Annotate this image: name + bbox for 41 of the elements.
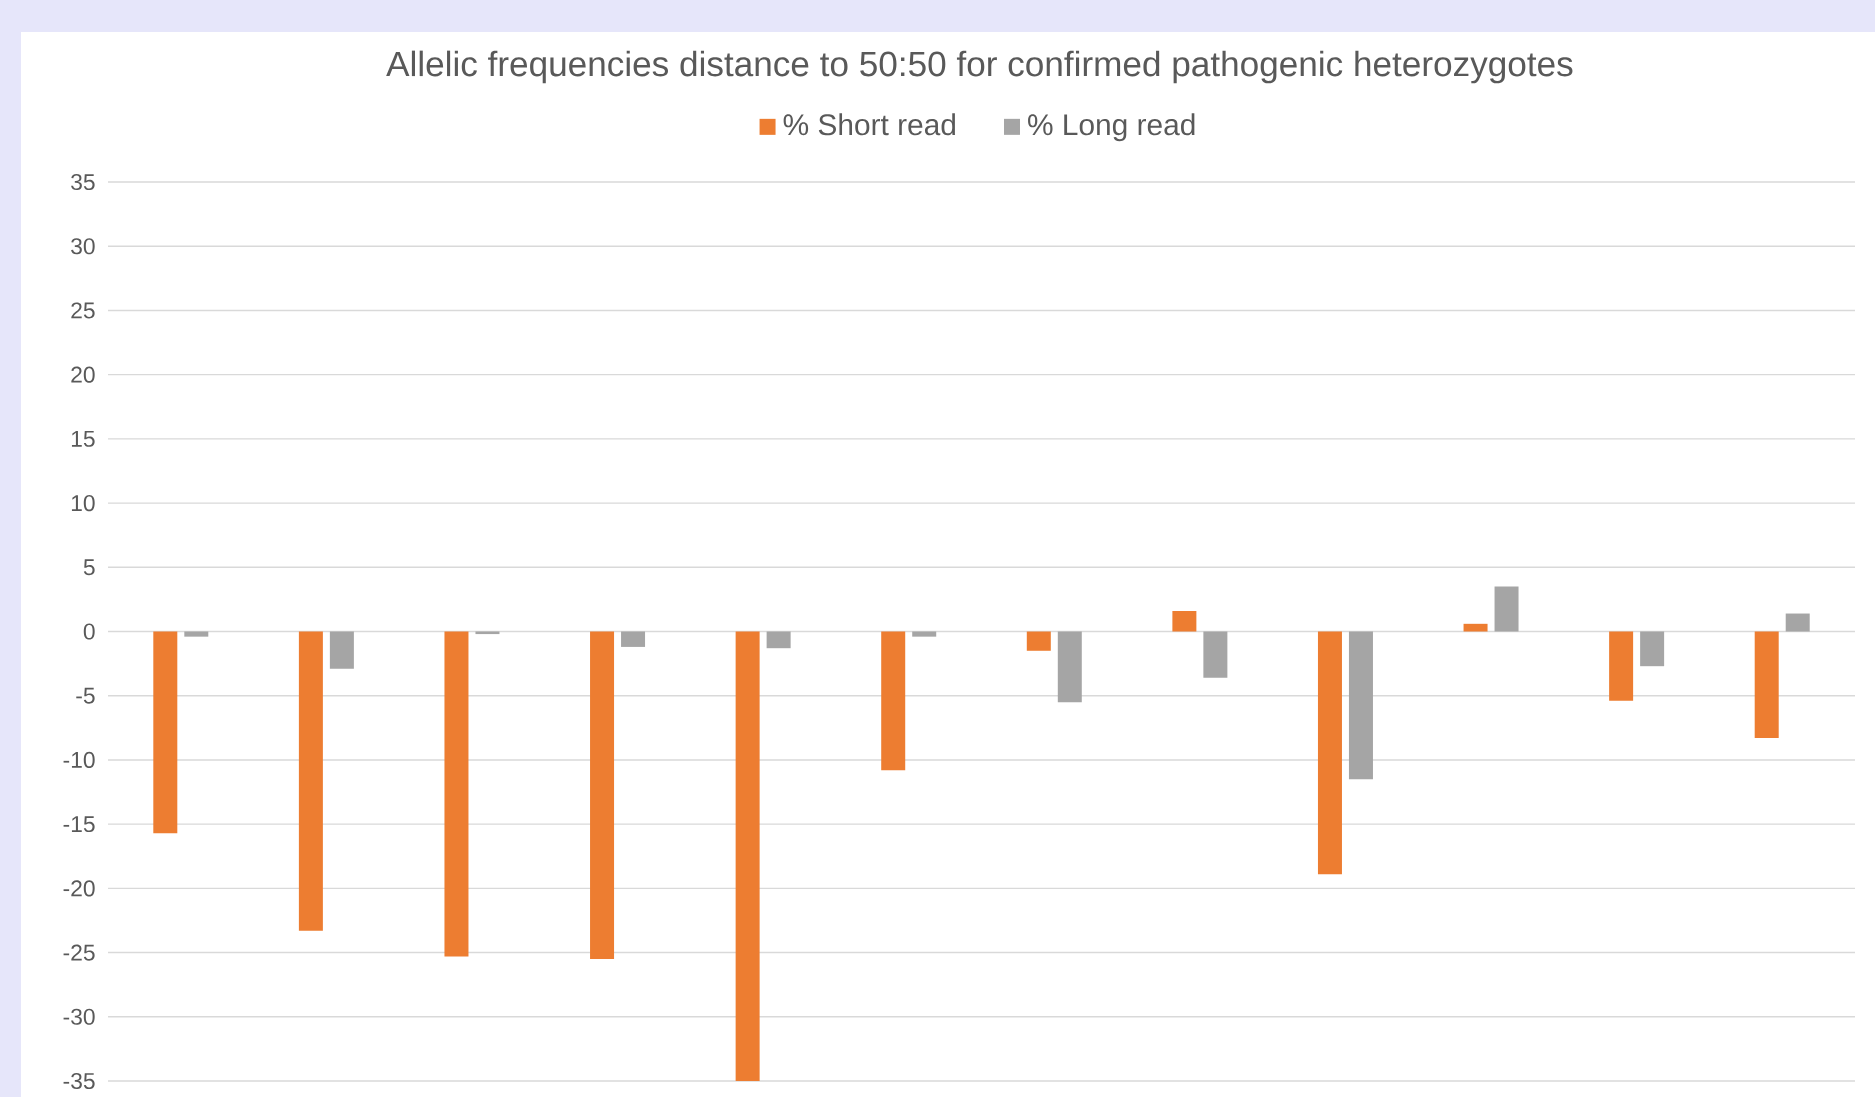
y-tick-label: 35 bbox=[71, 173, 95, 191]
bar bbox=[881, 631, 906, 771]
y-tick-label: 5 bbox=[83, 559, 95, 576]
bar bbox=[1785, 613, 1810, 632]
bar bbox=[590, 631, 615, 959]
y-tick-label: -20 bbox=[63, 880, 95, 897]
y-tick-label: 20 bbox=[71, 366, 95, 383]
y-tick-label: -25 bbox=[63, 944, 95, 961]
bar bbox=[1172, 610, 1197, 632]
bar bbox=[444, 631, 469, 957]
bar bbox=[1057, 631, 1082, 703]
legend-label: % Long read bbox=[1028, 113, 1195, 142]
bar bbox=[621, 631, 646, 647]
bar bbox=[153, 631, 178, 834]
y-tick-label: 10 bbox=[71, 494, 95, 512]
y-tick-label: -5 bbox=[76, 687, 95, 704]
bar bbox=[735, 631, 760, 1081]
y-tick-label: 15 bbox=[71, 430, 95, 447]
bar bbox=[1203, 631, 1228, 678]
bar bbox=[184, 631, 209, 637]
chart-title: Allelic frequencies distance to 50:50 for confirmed pathogenic heterozygotes bbox=[386, 50, 1573, 84]
y-tick-label: -15 bbox=[63, 816, 95, 833]
legend-label: % Short read bbox=[783, 113, 956, 136]
y-tick-label: 30 bbox=[71, 238, 95, 255]
bar bbox=[1317, 631, 1342, 875]
bar bbox=[1754, 631, 1779, 739]
bar bbox=[1494, 586, 1519, 632]
bar bbox=[1640, 631, 1665, 667]
y-tick-label: -30 bbox=[63, 1008, 95, 1025]
y-tick-label: -35 bbox=[63, 1072, 95, 1090]
y-tick-label: 0 bbox=[83, 623, 95, 640]
bar bbox=[1026, 631, 1051, 651]
bar bbox=[1463, 623, 1488, 632]
bar bbox=[766, 631, 791, 649]
bar bbox=[1609, 631, 1634, 701]
y-tick-label: 25 bbox=[71, 302, 95, 319]
bar bbox=[298, 631, 323, 931]
y-tick-label: -10 bbox=[63, 751, 95, 768]
bar bbox=[912, 631, 937, 637]
bar bbox=[329, 631, 354, 669]
bar bbox=[1348, 631, 1373, 780]
